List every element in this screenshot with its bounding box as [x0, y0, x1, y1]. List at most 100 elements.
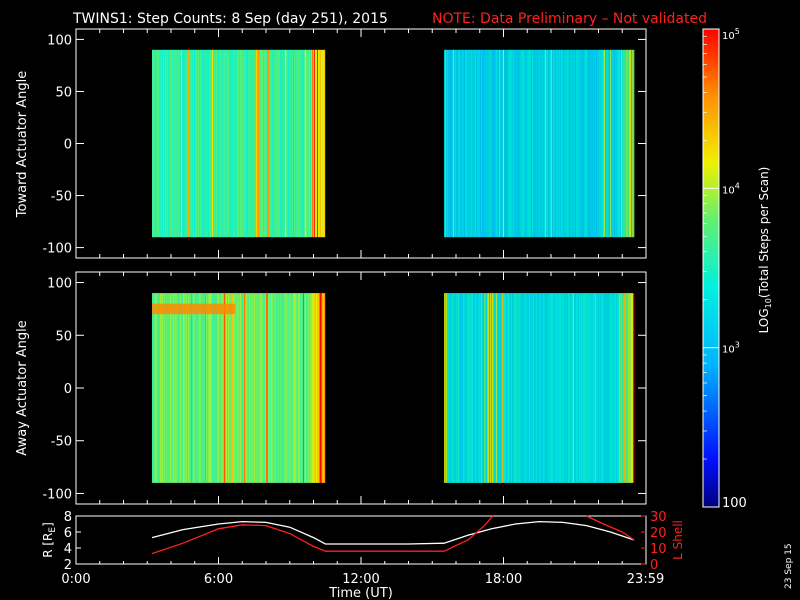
heatmap-column	[170, 49, 172, 238]
heatmap-column	[229, 293, 231, 483]
heatmap-column	[172, 49, 174, 238]
heatmap-column	[288, 49, 290, 238]
heatmap-column	[516, 293, 518, 483]
heatmap-column	[506, 49, 508, 238]
heatmap-column	[557, 293, 559, 483]
heatmap-column	[548, 293, 550, 483]
heatmap-column	[619, 293, 621, 483]
heatmap-column	[624, 49, 626, 238]
heatmap-column	[160, 49, 162, 238]
heatmap-column	[230, 293, 232, 483]
heatmap-column	[610, 293, 612, 483]
heatmap-column	[620, 49, 622, 238]
y-label-r: R [RE]	[41, 522, 58, 558]
heatmap-column	[519, 293, 521, 483]
heatmap-column	[305, 293, 307, 483]
heatmap-column	[504, 49, 506, 238]
heatmap-column	[173, 293, 175, 483]
heatmap-column	[561, 49, 563, 238]
heatmap-column	[490, 293, 492, 483]
heatmap-column	[205, 49, 207, 238]
heatmap-column	[509, 49, 511, 238]
heatmap-column	[324, 49, 326, 238]
heatmap-column	[312, 49, 314, 238]
colorbar-tick-label: 100	[722, 496, 747, 511]
heatmap-column	[528, 293, 530, 483]
heatmap-column	[593, 293, 595, 483]
heatmap-column	[180, 49, 182, 238]
heatmap-column	[207, 49, 209, 238]
heatmap-column	[487, 293, 489, 483]
heatmap-column	[465, 49, 467, 238]
heatmap-column	[194, 293, 196, 483]
heatmap-column	[186, 293, 188, 483]
heatmap-column	[604, 49, 606, 238]
heatmap-column	[302, 293, 304, 483]
heatmap-column	[309, 49, 311, 238]
heatmap-column	[579, 49, 581, 238]
panel-frame	[75, 515, 647, 565]
heatmap-column	[166, 293, 168, 483]
heatmap-away	[152, 293, 635, 483]
heatmap-column	[272, 49, 274, 238]
heatmap-column	[265, 293, 267, 483]
heatmap-column	[198, 293, 200, 483]
heatmap-column	[611, 293, 613, 483]
heatmap-column	[474, 49, 476, 238]
heatmap-column	[216, 293, 218, 483]
heatmap-column	[483, 49, 485, 238]
heatmap-column	[318, 49, 320, 238]
heatmap-column	[587, 293, 589, 483]
heatmap-column	[514, 49, 516, 238]
heatmap-column	[486, 49, 488, 238]
heatmap-column	[215, 293, 217, 483]
heatmap-column	[231, 49, 233, 238]
heatmap-column	[271, 293, 273, 483]
y-axis-ticks-toward: 100 50 0 -50 -100	[42, 29, 647, 258]
heatmap-column	[274, 49, 276, 238]
heatmap-column	[155, 293, 157, 483]
heatmap-column	[525, 49, 527, 238]
heatmap-column	[268, 293, 270, 483]
heatmap-column	[182, 49, 184, 238]
heatmap-column	[221, 49, 223, 238]
heatmap-column	[262, 293, 264, 483]
heatmap-column	[622, 49, 624, 238]
heatmap-column	[274, 293, 276, 483]
heatmap-column	[217, 293, 219, 483]
colorbar-tick-label: 105	[722, 27, 740, 42]
heatmap-column	[263, 49, 265, 238]
heatmap-column	[607, 49, 609, 238]
colorbar-tick-label: 104	[722, 181, 740, 196]
heatmap-column	[534, 293, 536, 483]
heatmap-column	[482, 49, 484, 238]
heatmap-column	[520, 293, 522, 483]
heatmap-column	[271, 49, 273, 238]
heatmap-column	[322, 293, 324, 483]
heatmap-column	[227, 293, 229, 483]
heatmap-column	[452, 293, 454, 483]
heatmap-column	[269, 49, 271, 238]
heatmap-toward	[152, 49, 635, 238]
heatmap-column	[481, 293, 483, 483]
heatmap-column	[246, 49, 248, 238]
heatmap-column	[632, 293, 634, 483]
heatmap-column	[219, 293, 221, 483]
y-tick-label: 100	[47, 33, 72, 48]
heatmap-column	[212, 293, 214, 483]
heatmap-column	[275, 293, 277, 483]
heatmap-column	[522, 293, 524, 483]
heatmap-column	[468, 49, 470, 238]
heatmap-column	[204, 49, 206, 238]
heatmap-column	[553, 49, 555, 238]
heatmap-column	[446, 293, 448, 483]
heatmap-column	[291, 49, 293, 238]
heatmap-column	[556, 293, 558, 483]
heatmap-column	[163, 49, 165, 238]
heatmap-column	[533, 49, 535, 238]
heatmap-column	[564, 293, 566, 483]
heatmap-column	[633, 293, 635, 483]
heatmap-column	[501, 49, 503, 238]
heatmap-column	[528, 49, 530, 238]
heatmap-column	[171, 293, 173, 483]
